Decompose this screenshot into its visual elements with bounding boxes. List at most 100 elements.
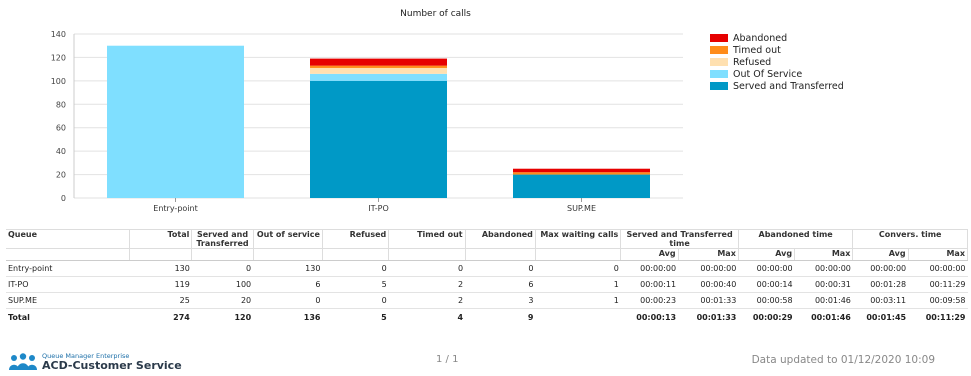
logo-icon — [9, 353, 37, 370]
y-tick-label: 100 — [51, 77, 66, 86]
col-abandoned[interactable]: Abandoned — [465, 229, 536, 249]
cell: 00:00:11 — [620, 276, 679, 293]
cell: 0 — [465, 260, 536, 277]
cell: 00:00:58 — [738, 292, 795, 309]
col-queue[interactable]: Queue — [6, 229, 131, 249]
cell: 00:00:31 — [794, 276, 853, 293]
cell: 0 — [253, 292, 323, 309]
col-total[interactable]: Total — [129, 229, 193, 249]
cell: 6 — [465, 276, 536, 293]
legend-item[interactable]: Served and Transferred — [710, 80, 844, 92]
legend-swatch — [710, 70, 728, 78]
cell: 00:01:33 — [678, 292, 739, 309]
subheader-blank — [388, 248, 466, 261]
x-category-label: SUP.ME — [567, 204, 596, 213]
total-cell: 00:00:29 — [738, 308, 795, 325]
col-served[interactable]: Served and Transferred — [191, 229, 254, 249]
queue-stats-table: Queue Total Served and Transferred Out o… — [6, 229, 969, 325]
legend-item[interactable]: Abandoned — [710, 32, 844, 44]
cell: 00:11:29 — [908, 276, 968, 293]
cell: 100 — [191, 276, 254, 293]
total-cell: 5 — [322, 308, 389, 325]
cell-queue: SUP.ME — [6, 292, 130, 309]
subcol-served-max[interactable]: Max — [678, 248, 739, 261]
cell: 5 — [322, 276, 389, 293]
total-cell: 274 — [129, 308, 192, 325]
cell: 130 — [253, 260, 323, 277]
subcol-convers-avg[interactable]: Avg — [852, 248, 909, 261]
legend-label: Refused — [733, 56, 772, 68]
cell: 2 — [388, 276, 466, 293]
cell: 1 — [535, 276, 621, 293]
cell: 130 — [129, 260, 192, 277]
bar-segment — [310, 67, 447, 74]
x-category-label: Entry-point — [153, 204, 197, 213]
cell: 00:00:40 — [678, 276, 739, 293]
legend-item[interactable]: Out Of Service — [710, 68, 844, 80]
col-served-time[interactable]: Served and Transferred time — [620, 229, 739, 249]
cell: 2 — [388, 292, 466, 309]
col-timed-out[interactable]: Timed out — [388, 229, 466, 249]
cell: 119 — [129, 276, 192, 293]
brand-logo[interactable]: Queue Manager Enterprise ACD-Customer Se… — [8, 352, 182, 372]
table-row: SUP.ME 25 20 0 0 2 3 1 00:00:23 00:01:33 00:00:58… — [6, 292, 968, 309]
total-cell — [535, 308, 621, 325]
col-out-of-service[interactable]: Out of service — [253, 229, 323, 249]
legend-swatch — [710, 34, 728, 42]
total-cell: 00:11:29 — [908, 308, 968, 325]
subheader-blank — [191, 248, 254, 261]
cell: 3 — [465, 292, 536, 309]
table-row: IT-PO 119 100 6 5 2 6 1 00:00:11 00:00:40 00:00:1… — [6, 276, 968, 293]
total-cell: 00:01:45 — [852, 308, 909, 325]
subheader-blank — [129, 248, 193, 261]
bar-segment — [513, 168, 650, 173]
cell: 0 — [322, 292, 389, 309]
cell: 20 — [191, 292, 254, 309]
legend-item[interactable]: Refused — [710, 56, 844, 68]
cell: 6 — [253, 276, 323, 293]
subcol-convers-max[interactable]: Max — [908, 248, 969, 261]
total-cell: 4 — [388, 308, 466, 325]
chart-title: Number of calls — [400, 9, 471, 19]
legend-item[interactable]: Timed out — [710, 44, 844, 56]
bar-segment — [107, 45, 244, 198]
bar-segment — [310, 65, 447, 68]
cell: 00:01:28 — [852, 276, 909, 293]
page-indicator: 1 / 1 — [436, 354, 459, 365]
x-category-label: IT-PO — [368, 204, 389, 213]
total-cell: 00:00:13 — [620, 308, 679, 325]
bar-segment — [513, 174, 650, 198]
total-cell: 9 — [465, 308, 536, 325]
legend-swatch — [710, 82, 728, 90]
y-tick-label: 140 — [51, 30, 66, 39]
legend-swatch — [710, 58, 728, 66]
y-tick-label: 120 — [51, 53, 66, 62]
legend-label: Abandoned — [733, 32, 788, 44]
legend-label: Served and Transferred — [733, 80, 844, 92]
cell: 00:00:00 — [852, 260, 909, 277]
col-convers-time[interactable]: Convers. time — [852, 229, 968, 249]
bar-segment — [310, 58, 447, 66]
col-refused[interactable]: Refused — [322, 229, 390, 249]
cell: 00:00:00 — [678, 260, 739, 277]
col-abandoned-time[interactable]: Abandoned time — [738, 229, 854, 249]
bar-segment — [310, 80, 447, 198]
subcol-served-avg[interactable]: Avg — [620, 248, 679, 261]
cell: 25 — [129, 292, 192, 309]
subheader-blank — [465, 248, 536, 261]
cell: 00:00:14 — [738, 276, 795, 293]
cell: 00:03:11 — [852, 292, 909, 309]
legend-label: Timed out — [733, 44, 781, 56]
subcol-abandoned-avg[interactable]: Avg — [738, 248, 796, 261]
y-tick-label: 40 — [56, 147, 66, 156]
subheader-blank — [322, 248, 390, 261]
legend-label: Out Of Service — [733, 68, 803, 80]
cell: 00:00:00 — [620, 260, 679, 277]
total-cell: 00:01:33 — [678, 308, 739, 325]
table-row: Entry-point 130 0 130 0 0 0 0 00:00:00 00:00:00 0… — [6, 260, 968, 277]
cell: 0 — [191, 260, 254, 277]
brand-report: ACD-Customer Service — [42, 359, 182, 372]
cell-queue: Entry-point — [6, 260, 130, 277]
subcol-abandoned-max[interactable]: Max — [794, 248, 854, 261]
col-max-waiting[interactable]: Max waiting calls — [535, 229, 622, 249]
